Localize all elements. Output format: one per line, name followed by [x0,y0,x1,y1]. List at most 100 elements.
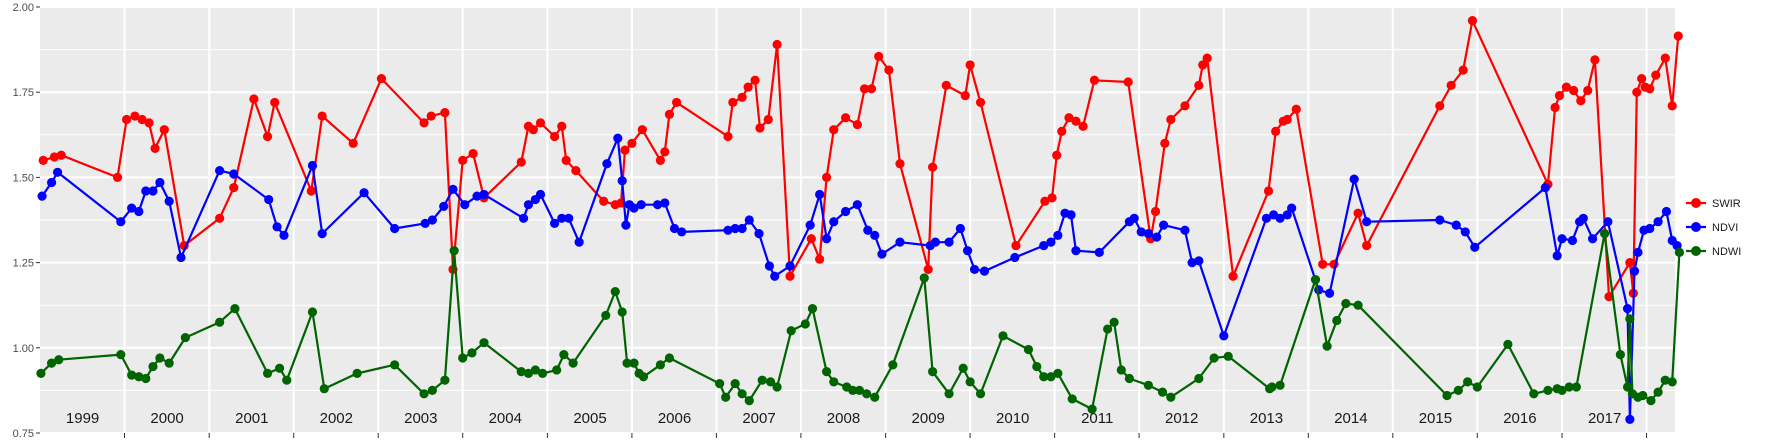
data-point-swir [159,125,169,135]
data-point-ndvi [1143,229,1153,239]
data-point-swir [1362,240,1372,251]
data-point-ndwi [975,389,986,399]
data-point-ndwi [46,358,57,368]
data-point-ndwi [1109,317,1119,327]
data-point-ndwi [622,358,632,368]
data-point-ndwi [559,350,569,360]
data-point-ndvi [1066,210,1076,220]
data-point-ndvi [1053,230,1063,240]
data-point-ndvi [602,159,612,169]
data-point-ndvi [1180,225,1190,235]
data-point-ndwi [449,246,459,256]
year-label: 2017 [1588,410,1621,427]
year-label: 2000 [150,410,183,427]
data-point-ndvi [1159,220,1169,230]
data-point-ndvi [1633,247,1643,257]
year-label: 2012 [1165,410,1198,427]
data-point-ndvi [1094,247,1104,257]
data-point-swir [1150,206,1161,217]
data-point-ndwi [180,332,190,343]
data-point-swir [884,65,894,75]
data-point-ndwi [54,355,64,365]
data-point-swir [1446,80,1456,90]
legend-label: NDVI [1712,222,1738,234]
data-point-ndwi [958,363,968,373]
data-point-swir [599,196,609,206]
data-point-ndwi [786,326,796,336]
data-point-ndwi [1622,382,1633,392]
data-point-ndvi [930,237,940,247]
data-point-ndvi [955,223,965,234]
data-point-ndwi [629,358,639,368]
data-point-swir [1198,60,1208,70]
data-point-ndwi [148,361,158,372]
data-point-ndwi [821,367,832,377]
data-point-ndwi [1275,380,1285,390]
data-point-ndvi [1451,220,1461,230]
data-point-ndvi [141,186,151,196]
data-point-ndvi [764,261,775,271]
year-label: 2006 [658,410,691,427]
data-point-ndwi [655,360,665,370]
data-point-ndwi [127,370,137,380]
data-point-swir [1554,91,1565,101]
data-point-ndwi [601,310,611,321]
data-point-ndvi [677,227,687,237]
year-label: 2003 [404,410,437,427]
data-point-ndwi [1116,365,1126,375]
year-label: 2010 [996,410,1029,427]
series-ndwi [36,229,1684,414]
series-swir [38,16,1683,302]
data-point-swir [144,118,154,128]
data-point-swir [262,131,273,142]
data-point-ndvi [730,223,740,234]
data-point-swir [815,254,825,264]
data-point-ndwi [888,360,898,370]
y-tick-label: 0.75 [13,428,34,440]
data-point-ndwi [807,304,818,314]
data-point-ndvi [1587,234,1598,244]
data-point-ndwi [617,307,627,317]
data-point-ndvi [176,252,186,263]
data-point-ndwi [1667,377,1677,387]
data-point-ndvi [969,264,980,275]
year-labels: 1999 2000 2001 2002 2003 2004 2005 2006 2007 2008… [66,410,1621,427]
year-label: 2015 [1419,410,1452,427]
data-point-ndvi [359,188,369,198]
data-point-ndvi [420,218,430,229]
data-point-ndwi [1503,339,1513,349]
data-point-ndwi [721,392,731,402]
data-point-swir [1291,104,1301,114]
data-point-ndwi [352,368,362,378]
data-point-swir [1458,65,1468,75]
data-point-ndvi [52,167,63,177]
data-point-ndwi [141,373,151,384]
data-point-swir [130,111,140,121]
data-point-swir [376,73,387,84]
data-point-ndwi [664,353,675,363]
data-point-ndvi [1629,266,1640,276]
data-point-swir [112,172,123,182]
data-point-swir [419,118,429,128]
data-point-ndvi [535,189,546,200]
data-point-ndvi [723,225,733,235]
data-point-ndwi [1653,387,1663,397]
data-point-swir [1467,16,1478,26]
data-point-ndwi [274,363,285,373]
data-point-ndwi [1103,324,1113,334]
data-point-ndwi [610,286,620,297]
data-point-ndwi [1557,385,1567,395]
data-point-ndwi [1046,372,1056,382]
data-point-swir [528,125,538,135]
data-point-ndvi [863,225,873,235]
data-point-ndvi [1349,174,1359,184]
data-point-ndwi [1543,385,1553,395]
data-point-ndwi [1638,390,1648,401]
data-point-swir [1651,70,1661,80]
data-point-ndwi [1674,247,1684,257]
data-point-ndwi [772,382,782,392]
data-point-ndvi [148,186,158,196]
data-point-ndvi [805,220,815,230]
data-point-swir [1047,193,1057,203]
data-point-swir [468,148,478,159]
